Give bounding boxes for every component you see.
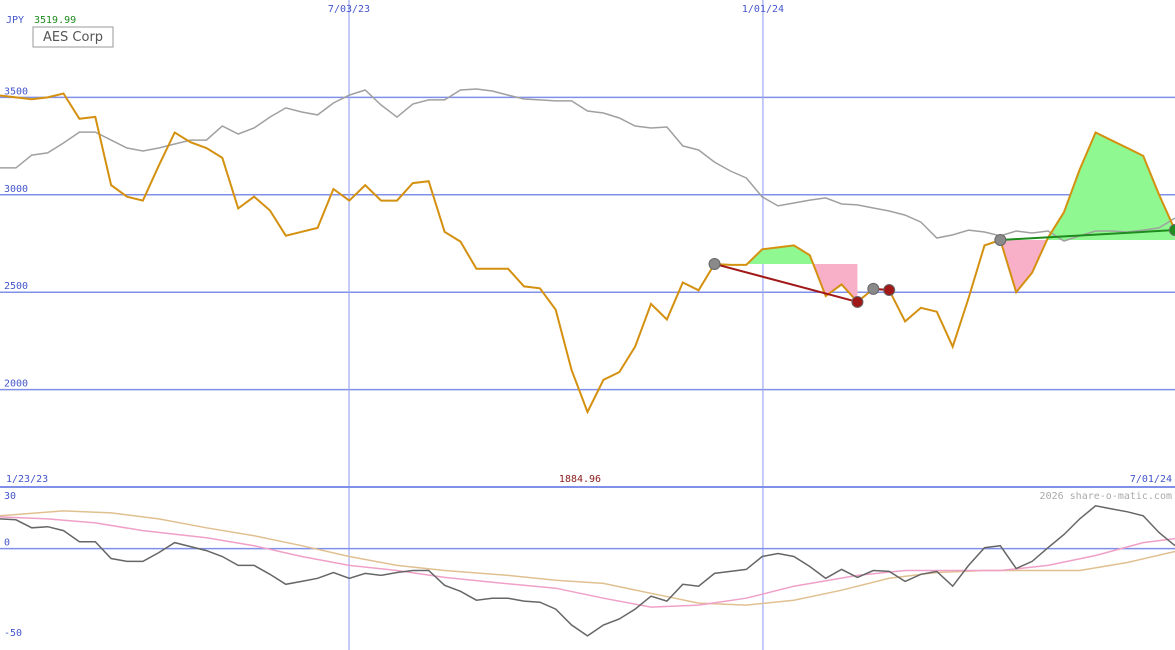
y-tick-label: 3000	[4, 184, 28, 195]
trade-exit	[883, 284, 896, 297]
legend-box	[32, 26, 114, 48]
labels: JPY 3519.99 AES Corp 1/23/23 1884.96 7/0…	[4, 4, 1172, 639]
legend-label: AES Corp	[43, 30, 103, 45]
max-label: 3519.99	[34, 15, 76, 26]
y-tick-label: -50	[4, 628, 22, 639]
x-tick-label: 7/03/23	[328, 4, 370, 15]
series-line	[0, 88, 1175, 242]
watermark: 2026 share-o-matic.com	[1040, 491, 1172, 502]
series-line	[0, 504, 1175, 637]
trade-marks	[708, 224, 1175, 308]
gain-area	[714, 245, 858, 264]
gain-area	[1000, 132, 1175, 240]
y-tick-label: 2000	[4, 379, 28, 390]
loss-area	[714, 263, 858, 302]
trade-entry	[867, 282, 880, 295]
lines	[0, 88, 1175, 637]
y-tick-label: 3500	[4, 86, 28, 97]
trade-line	[714, 262, 858, 303]
trade-entry	[708, 257, 721, 270]
y-tick-label: 30	[4, 491, 16, 502]
trade-entry	[994, 233, 1007, 246]
min-label: 1884.96	[559, 474, 601, 485]
currency-label: JPY	[6, 15, 24, 26]
series-line	[0, 516, 1175, 608]
trade-exit	[1169, 224, 1175, 237]
x-tick-label: 1/01/24	[742, 4, 784, 15]
end-date-label: 7/01/24	[1130, 474, 1172, 485]
trade-exit	[851, 295, 864, 308]
trade-line	[1000, 229, 1175, 241]
start-date-label: 1/23/23	[6, 474, 48, 485]
y-tick-label: 0	[4, 538, 10, 549]
series-line	[0, 92, 1175, 415]
y-tick-label: 2500	[4, 281, 28, 292]
loss-area	[1000, 239, 1175, 293]
